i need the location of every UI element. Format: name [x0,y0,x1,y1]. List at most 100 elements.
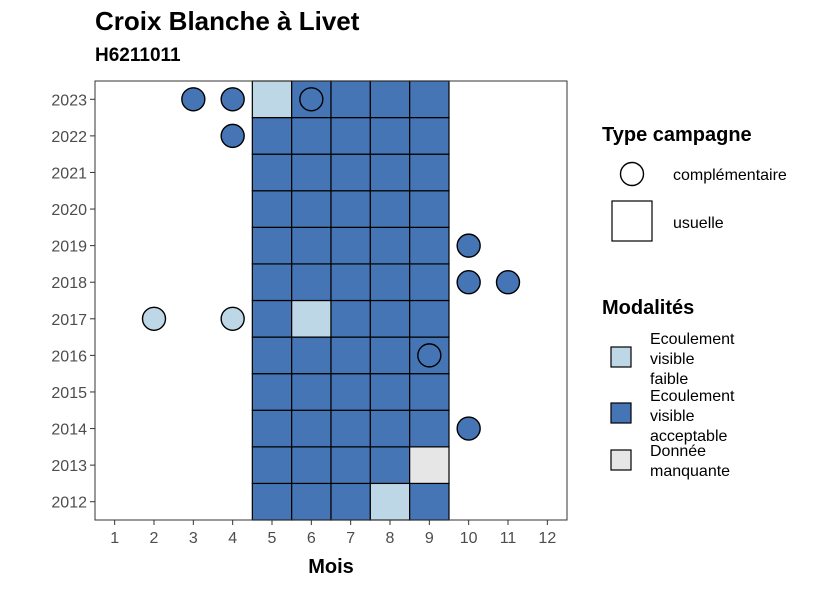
y-tick-label-2018: 2018 [51,275,87,292]
tile-2018-9 [409,263,450,302]
x-tick-label-4: 4 [228,530,237,547]
tile-2022-6 [291,116,332,155]
tile-2022-7 [330,116,371,155]
tile-2021-5 [251,153,293,192]
y-tick-label-2017: 2017 [51,312,87,329]
point-2018-11 [495,270,521,295]
tile-2013-8 [369,446,411,485]
tile-2022-8 [369,116,411,155]
tile-2020-9 [409,190,450,228]
point-2018-10 [456,270,481,295]
legend-label-usuelle: usuelle [673,215,724,232]
tile-2021-7 [330,153,371,192]
tile-2014-8 [369,409,411,448]
plot-border [94,80,568,521]
tile-2015-7 [330,373,371,411]
tile-2020-7 [330,190,371,228]
point-2023-6 [299,87,324,112]
tile-2023-8 [369,80,411,119]
tile-2015-5 [251,373,293,411]
x-tick-label-5: 5 [268,530,277,547]
tile-2018-6 [291,263,332,302]
legend-key-complementaire [619,161,645,187]
tile-2013-9 [409,446,450,485]
tile-2018-7 [330,263,371,302]
legend-label-faible-0: Ecoulement [650,331,735,348]
tile-2012-8 [369,482,411,521]
tile-2019-9 [409,226,450,265]
tile-2023-5 [251,80,293,119]
tile-2014-5 [251,409,293,448]
legend-key-usuelle [611,200,653,242]
legend-label-nd-0: Donnée [650,443,706,460]
legend-label-complementaire: complémentaire [673,167,787,184]
legend-label-nd-1: manquante [650,463,730,480]
x-tick-label-7: 7 [346,530,355,547]
legend-key-faible [610,346,632,368]
y-tick-label-2022: 2022 [51,129,87,146]
y-tick-label-2020: 2020 [51,202,87,219]
x-tick-label-8: 8 [386,530,395,547]
legend-label-faible-1: visible [650,351,695,368]
legend-key-nd [610,449,632,471]
tile-2017-6 [291,299,332,338]
legend-label-faible-2: faible [650,371,688,388]
y-tick-label-2012: 2012 [51,495,87,512]
tile-2013-6 [291,446,332,485]
legend-key-acc [610,402,632,424]
tile-2016-8 [369,336,411,375]
tile-2015-8 [369,373,411,411]
tile-2013-5 [251,446,293,485]
y-tick-label-2019: 2019 [51,239,87,256]
legend-label-acc-2: acceptable [650,428,727,445]
tile-2012-5 [251,482,293,521]
tile-2018-5 [251,263,293,302]
tile-2012-7 [330,482,371,521]
chart-subtitle: H6211011 [95,45,181,66]
legend-label-acc-0: Ecoulement [650,388,735,405]
y-tick-label-2013: 2013 [51,458,87,475]
y-tick-label-2016: 2016 [51,348,87,365]
tile-2016-7 [330,336,371,375]
point-2022-4 [220,123,245,149]
tile-2022-5 [251,116,293,155]
point-2017-4 [220,306,245,331]
tile-2014-7 [330,409,371,448]
y-tick-label-2021: 2021 [51,165,87,182]
x-tick-label-11: 11 [500,530,517,547]
tile-2017-5 [251,299,293,338]
tile-2012-6 [291,482,332,521]
tile-2022-9 [409,116,450,155]
point-2016-9 [417,343,442,368]
y-tick-label-2023: 2023 [51,92,87,109]
tile-2016-5 [251,336,293,375]
tile-2021-9 [409,153,450,192]
y-tick-label-2015: 2015 [51,385,87,402]
tile-2020-6 [291,190,332,228]
tile-2018-8 [369,263,411,302]
tile-2020-8 [369,190,411,228]
tile-2015-9 [409,373,450,411]
tile-2016-6 [291,336,332,375]
legend-type-title: Type campagne [602,124,752,146]
point-2017-2 [141,306,167,331]
tile-2012-9 [409,482,450,521]
tile-2017-8 [369,299,411,338]
x-tick-label-6: 6 [307,530,316,547]
tile-2013-7 [330,446,371,485]
tile-2020-5 [251,190,293,228]
tile-2021-8 [369,153,411,192]
tile-2017-9 [409,299,450,338]
tile-2019-5 [251,226,293,265]
x-tick-label-9: 9 [425,530,434,547]
y-tick-label-2014: 2014 [51,422,87,439]
tile-2014-9 [409,409,450,448]
tile-2017-7 [330,299,371,338]
x-tick-label-12: 12 [538,530,556,547]
legend-mod-title: Modalités [602,297,694,319]
tile-2019-8 [369,226,411,265]
tile-2015-6 [291,373,332,411]
point-2023-3 [181,87,206,112]
tile-2023-9 [409,80,450,119]
